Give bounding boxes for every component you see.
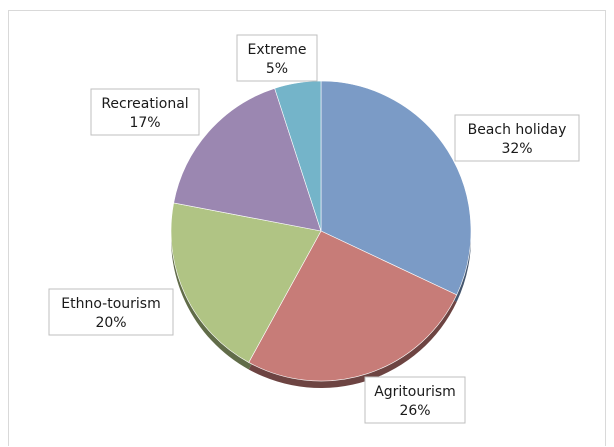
data-label-box bbox=[364, 376, 466, 424]
pie-slice-beach-holiday bbox=[320, 80, 472, 296]
data-label-agritourism: Agritourism 26% bbox=[364, 376, 466, 424]
data-label-ethno-tourism: Ethno-tourism 20% bbox=[48, 288, 174, 336]
pie-slice-recreational bbox=[173, 87, 322, 232]
data-label-box bbox=[454, 114, 580, 162]
data-label-category: Extreme bbox=[248, 42, 307, 58]
data-label-category: Agritourism bbox=[374, 384, 456, 400]
pie-slice-ethno-tourism bbox=[170, 202, 322, 363]
data-label-beach-holiday: Beach holiday 32% bbox=[454, 114, 580, 162]
pie-slice-agritourism bbox=[248, 230, 458, 382]
data-label-box bbox=[48, 288, 174, 336]
data-label-percent: 32% bbox=[501, 141, 532, 157]
data-label-category: Recreational bbox=[101, 96, 188, 112]
pie-slice-extreme bbox=[274, 80, 322, 232]
data-label-percent: 17% bbox=[129, 115, 160, 131]
pie-data-labels: Beach holiday 32% Agritourism 26% Ethno-tour… bbox=[48, 34, 580, 424]
chart-area: Beach holiday 32% Agritourism 26% Ethno-tour… bbox=[8, 10, 606, 446]
data-label-category: Ethno-tourism bbox=[61, 296, 160, 312]
data-label-box bbox=[236, 34, 318, 82]
data-label-extreme: Extreme 5% bbox=[236, 34, 318, 82]
data-label-percent: 20% bbox=[95, 315, 126, 331]
pie-chart: Beach holiday 32% Agritourism 26% Ethno-tour… bbox=[48, 34, 580, 424]
data-label-percent: 26% bbox=[399, 403, 430, 419]
data-label-box bbox=[90, 88, 200, 136]
data-label-recreational: Recreational 17% bbox=[90, 88, 200, 136]
data-label-percent: 5% bbox=[266, 61, 288, 77]
pie-slices bbox=[170, 80, 472, 389]
data-label-category: Beach holiday bbox=[468, 122, 567, 138]
